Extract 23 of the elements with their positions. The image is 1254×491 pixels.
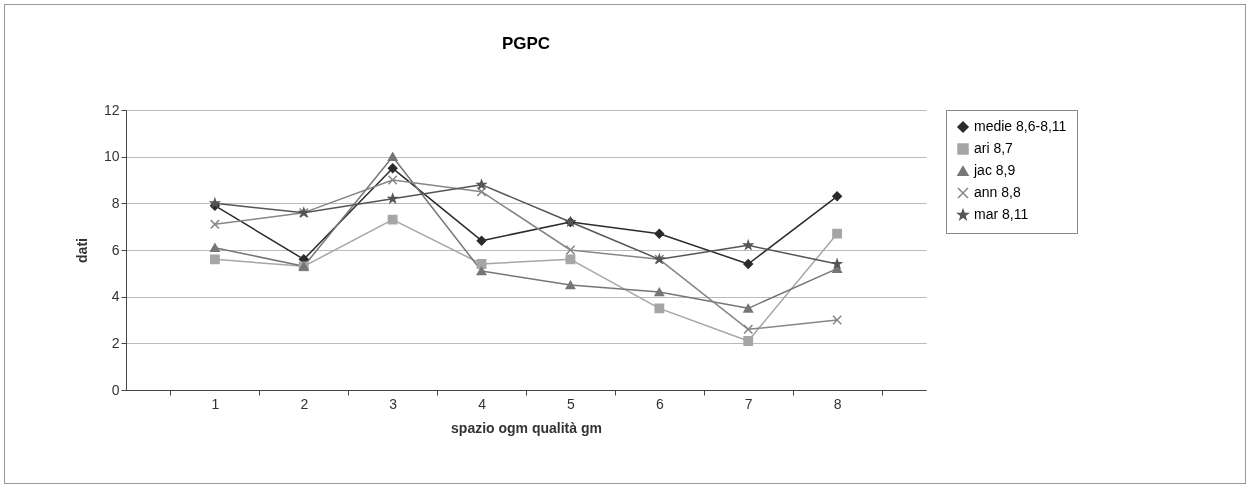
legend-label: mar 8,11 <box>974 206 1029 222</box>
y-tick-label: 2 <box>111 334 120 351</box>
y-tick-label: 6 <box>111 241 120 258</box>
x-tick-label: 4 <box>478 395 487 412</box>
x-axis-title: spazio ogm qualità gm <box>451 419 602 436</box>
y-tick-label: 8 <box>111 194 120 211</box>
y-tick-label: 0 <box>111 381 120 398</box>
x-tick-label: 1 <box>211 395 220 412</box>
x-tick-label: 6 <box>655 395 664 412</box>
chart-title: PGPC <box>501 34 551 53</box>
legend-label: ann 8,8 <box>974 184 1021 200</box>
legend-label: jac 8,9 <box>973 162 1016 178</box>
legend-label: medie 8,6-8,11 <box>974 118 1067 134</box>
x-tick-label: 3 <box>389 395 398 412</box>
x-tick-label: 7 <box>744 395 753 412</box>
y-tick-label: 4 <box>111 288 120 305</box>
legend-label: ari 8,7 <box>974 140 1014 156</box>
x-tick-label: 2 <box>300 395 309 412</box>
x-tick-label: 8 <box>833 395 842 412</box>
y-axis-title: dati <box>73 238 90 263</box>
y-tick-label: 12 <box>103 101 120 118</box>
x-tick-label: 5 <box>567 395 576 412</box>
y-tick-label: 10 <box>103 148 120 165</box>
